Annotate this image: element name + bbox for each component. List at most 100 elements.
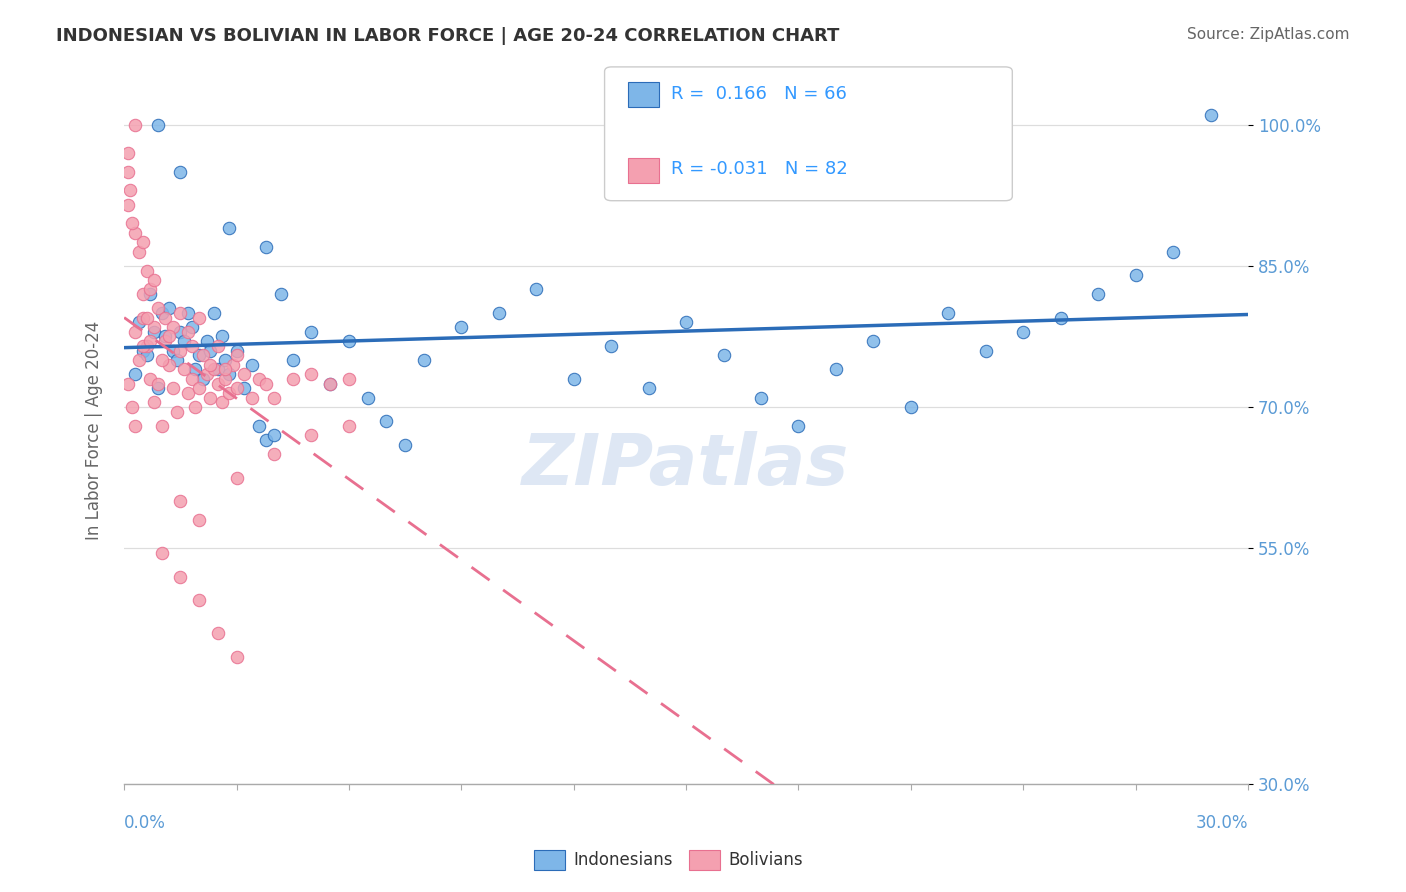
Point (169, 164, 191, 178)
Point (256, 433, 278, 447)
Point (155, 334, 177, 348)
Point (188, 310, 211, 325)
Point (900, 400, 922, 414)
Text: 0.0%: 0.0% (124, 814, 166, 832)
Point (166, 405, 188, 419)
Point (301, 428, 323, 442)
Point (225, 649, 247, 664)
Point (675, 315, 697, 329)
Point (169, 569, 191, 583)
Point (1199, 108, 1222, 122)
Point (188, 513, 211, 527)
Point (169, 343, 191, 358)
Point (214, 353, 236, 368)
Point (207, 376, 229, 391)
Point (233, 381, 256, 395)
Point (124, 226, 146, 240)
Point (169, 306, 191, 320)
Text: INDONESIAN VS BOLIVIAN IN LABOR FORCE | AGE 20-24 CORRELATION CHART: INDONESIAN VS BOLIVIAN IN LABOR FORCE | … (56, 27, 839, 45)
Text: R = -0.031   N = 82: R = -0.031 N = 82 (671, 161, 848, 178)
Point (135, 263, 157, 277)
Point (128, 244, 150, 259)
Point (225, 381, 247, 395)
Point (713, 348, 735, 362)
Point (177, 386, 200, 401)
Point (301, 325, 323, 339)
Point (825, 362, 848, 376)
Point (188, 593, 211, 607)
Point (218, 221, 240, 235)
Point (263, 447, 285, 461)
Point (214, 372, 236, 386)
Point (157, 329, 180, 343)
Point (202, 362, 225, 376)
Text: Source: ZipAtlas.com: Source: ZipAtlas.com (1187, 27, 1350, 42)
Point (1161, 244, 1184, 259)
Y-axis label: In Labor Force | Age 20-24: In Labor Force | Age 20-24 (86, 321, 103, 541)
Point (225, 348, 247, 362)
Point (225, 471, 247, 485)
Point (256, 240, 278, 254)
Point (218, 367, 240, 381)
Point (240, 358, 263, 372)
Point (787, 419, 810, 434)
Point (124, 367, 146, 381)
Point (169, 325, 191, 339)
Point (247, 419, 270, 434)
Point (974, 343, 997, 358)
Point (247, 372, 270, 386)
Point (180, 339, 202, 353)
Point (218, 386, 240, 401)
Point (749, 391, 772, 405)
Point (146, 376, 169, 391)
Point (319, 376, 342, 391)
Point (356, 391, 378, 405)
Point (139, 287, 162, 301)
Point (132, 339, 155, 353)
Point (637, 381, 659, 395)
Point (166, 353, 188, 368)
Point (143, 320, 166, 334)
Point (319, 376, 342, 391)
Point (124, 118, 146, 132)
Point (121, 400, 143, 414)
Point (301, 367, 323, 381)
Point (184, 362, 207, 376)
Point (139, 334, 162, 348)
Point (202, 306, 225, 320)
Point (157, 358, 180, 372)
Point (862, 334, 884, 348)
Point (118, 184, 141, 198)
Point (184, 400, 207, 414)
Point (256, 376, 278, 391)
Point (200, 391, 222, 405)
Point (195, 367, 218, 381)
Point (146, 381, 169, 395)
Point (225, 343, 247, 358)
Point (337, 419, 360, 434)
Point (162, 320, 184, 334)
Point (281, 372, 304, 386)
Point (233, 367, 256, 381)
Text: R =  0.166   N = 66: R = 0.166 N = 66 (671, 85, 846, 103)
Point (128, 353, 150, 368)
Point (1087, 287, 1109, 301)
Point (132, 287, 155, 301)
Point (150, 546, 173, 560)
Point (375, 414, 398, 428)
Point (240, 391, 263, 405)
Point (121, 216, 143, 230)
Point (222, 358, 245, 372)
Point (150, 306, 173, 320)
Point (188, 348, 211, 362)
Point (281, 353, 304, 368)
Point (191, 348, 214, 362)
Point (155, 310, 177, 325)
Point (412, 353, 434, 368)
Point (270, 287, 292, 301)
Point (263, 428, 285, 442)
Point (207, 626, 229, 640)
Point (207, 339, 229, 353)
Point (139, 282, 162, 296)
Point (488, 306, 510, 320)
